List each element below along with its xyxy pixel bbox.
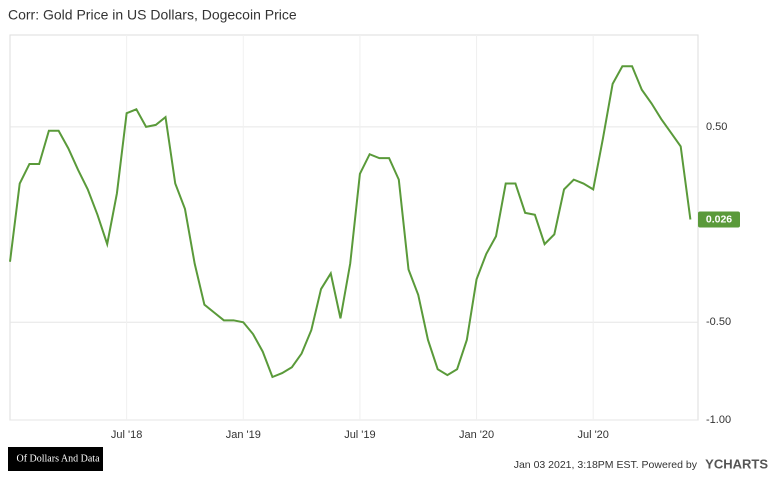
logo: Of Dollars And Data — [16, 453, 100, 464]
chart-title: Corr: Gold Price in US Dollars, Dogecoin… — [8, 7, 297, 23]
x-tick-label: Jan '19 — [226, 429, 261, 441]
last-value-badge — [698, 211, 740, 228]
x-tick-label: Jan '20 — [459, 429, 494, 441]
y-tick-label: 0.50 — [706, 121, 727, 133]
series-line — [9, 65, 692, 379]
brand: YCHARTS — [705, 456, 768, 471]
x-tick-label: Jul '20 — [577, 429, 608, 441]
x-tick-label: Jul '19 — [344, 429, 375, 441]
logo-box — [8, 447, 103, 471]
y-tick-label: -0.50 — [706, 316, 731, 328]
x-tick-label: Jul '18 — [111, 429, 142, 441]
source: Jan 03 2021, 3:18PM EST. Powered by — [514, 459, 698, 471]
y-tick-label: -1.00 — [706, 414, 731, 426]
last-value-label: 0.026 — [706, 213, 732, 225]
